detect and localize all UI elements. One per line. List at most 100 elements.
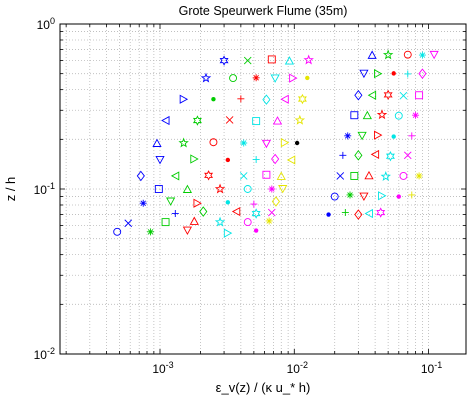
data-point-tri-up <box>152 138 162 147</box>
axis-ticks <box>60 23 466 355</box>
data-point-hexagram <box>383 89 393 101</box>
data-point-tri-down <box>429 50 439 60</box>
data-point-diamond <box>271 196 281 207</box>
x-tick-label: 10-1 <box>421 360 442 376</box>
data-point-star <box>147 228 155 236</box>
data-point-tri-left <box>286 155 296 165</box>
data-point-plus <box>171 210 179 218</box>
data-point-square <box>161 218 170 227</box>
data-point-hexagram <box>297 93 307 105</box>
data-point-dot <box>391 134 396 139</box>
data-point-pentagram <box>200 72 212 83</box>
data-point-star <box>415 172 423 180</box>
data-point-diamond <box>136 170 145 182</box>
data-point-x <box>225 116 234 124</box>
data-point-x <box>267 208 276 217</box>
data-point-tri-right <box>374 130 383 140</box>
data-point-pentagram <box>214 183 226 194</box>
data-point-hexagram <box>219 55 229 66</box>
data-point-star <box>265 217 273 225</box>
data-point-square <box>267 55 276 64</box>
data-point-square <box>262 170 271 179</box>
data-point-dot <box>225 157 231 163</box>
y-tick-label: 100 <box>37 16 55 32</box>
data-point-pentagram <box>303 54 314 65</box>
data-point-hexagram <box>204 170 214 181</box>
data-point-hexagram <box>385 151 395 162</box>
chart-title: Grote Speurwerk Flume (35m) <box>179 4 348 18</box>
data-point-tri-left <box>280 94 289 104</box>
data-point-tri-down <box>270 74 280 83</box>
data-point-pentagram <box>178 137 189 148</box>
tick-labels: 10-3 10-2 10-1 10-2 10-1 100 <box>34 16 443 376</box>
data-point-pentagram <box>214 216 226 227</box>
data-point-dot <box>211 97 216 102</box>
x-tick-label: 10-2 <box>287 360 308 376</box>
data-point-circle <box>229 74 238 83</box>
data-point-tri-up <box>362 110 372 120</box>
data-point-x <box>403 151 412 160</box>
data-point-plus <box>252 155 260 163</box>
data-point-star <box>344 132 352 140</box>
data-point-tri-up <box>284 56 295 65</box>
data-point-tri-up <box>189 216 199 225</box>
data-point-tri-up <box>276 171 286 180</box>
data-point-square <box>252 117 261 126</box>
data-point-circle <box>403 50 412 59</box>
data-point-tri-right <box>190 154 199 164</box>
data-point-tri-down <box>182 226 193 235</box>
data-point-tri-down <box>261 139 272 149</box>
y-axis-label: z / h <box>3 177 18 202</box>
data-point-x <box>239 172 248 180</box>
data-point-diamond <box>354 89 363 101</box>
data-points <box>113 49 439 238</box>
data-point-tri-down <box>278 185 288 194</box>
data-point-dot <box>253 228 259 233</box>
data-point-circle <box>330 192 339 201</box>
data-point-hexagram <box>192 115 202 126</box>
data-point-dot <box>326 212 331 217</box>
data-point-tri-left <box>367 90 377 100</box>
data-point-plus <box>339 151 347 159</box>
data-point-star <box>240 139 248 147</box>
data-point-pentagram <box>376 109 388 120</box>
data-point-tri-right <box>193 198 202 208</box>
data-point-diamond <box>354 209 363 220</box>
y-tick-label: 10-2 <box>34 346 55 362</box>
data-point-diamond <box>354 150 363 161</box>
data-point-square <box>350 171 359 180</box>
x-axis-label: ε_v(z) / (κ u_* h) <box>216 380 311 395</box>
data-point-diamond <box>262 94 271 105</box>
data-point-circle <box>243 218 252 227</box>
data-point-tri-down <box>166 197 176 206</box>
data-point-tri-left <box>364 208 373 219</box>
data-point-plus <box>408 191 416 199</box>
data-point-tri-down <box>357 131 367 141</box>
data-point-x <box>124 219 133 228</box>
data-point-plus <box>408 132 416 140</box>
data-point-tri-left <box>370 149 380 160</box>
data-point-dot <box>391 71 396 76</box>
data-point-plus <box>341 209 349 217</box>
data-point-tri-left <box>170 171 180 181</box>
data-point-diamond <box>271 153 280 165</box>
data-point-plus <box>237 95 245 103</box>
data-point-tri-right <box>280 138 290 148</box>
data-point-tri-right <box>179 94 189 104</box>
data-point-x <box>336 172 345 180</box>
data-point-tri-down <box>359 69 369 79</box>
data-point-tri-right <box>223 228 233 238</box>
data-point-tri-up <box>182 184 193 193</box>
data-point-dot <box>294 140 300 146</box>
data-point-plus <box>404 70 412 78</box>
x-tick-label: 10-3 <box>152 360 173 376</box>
data-point-hexagram <box>251 208 261 219</box>
data-point-circle <box>394 111 403 120</box>
data-point-circle <box>399 171 408 180</box>
data-point-tri-up <box>272 116 283 125</box>
data-point-dot <box>305 75 310 81</box>
data-point-x <box>243 56 252 65</box>
data-point-tri-up <box>367 50 377 59</box>
